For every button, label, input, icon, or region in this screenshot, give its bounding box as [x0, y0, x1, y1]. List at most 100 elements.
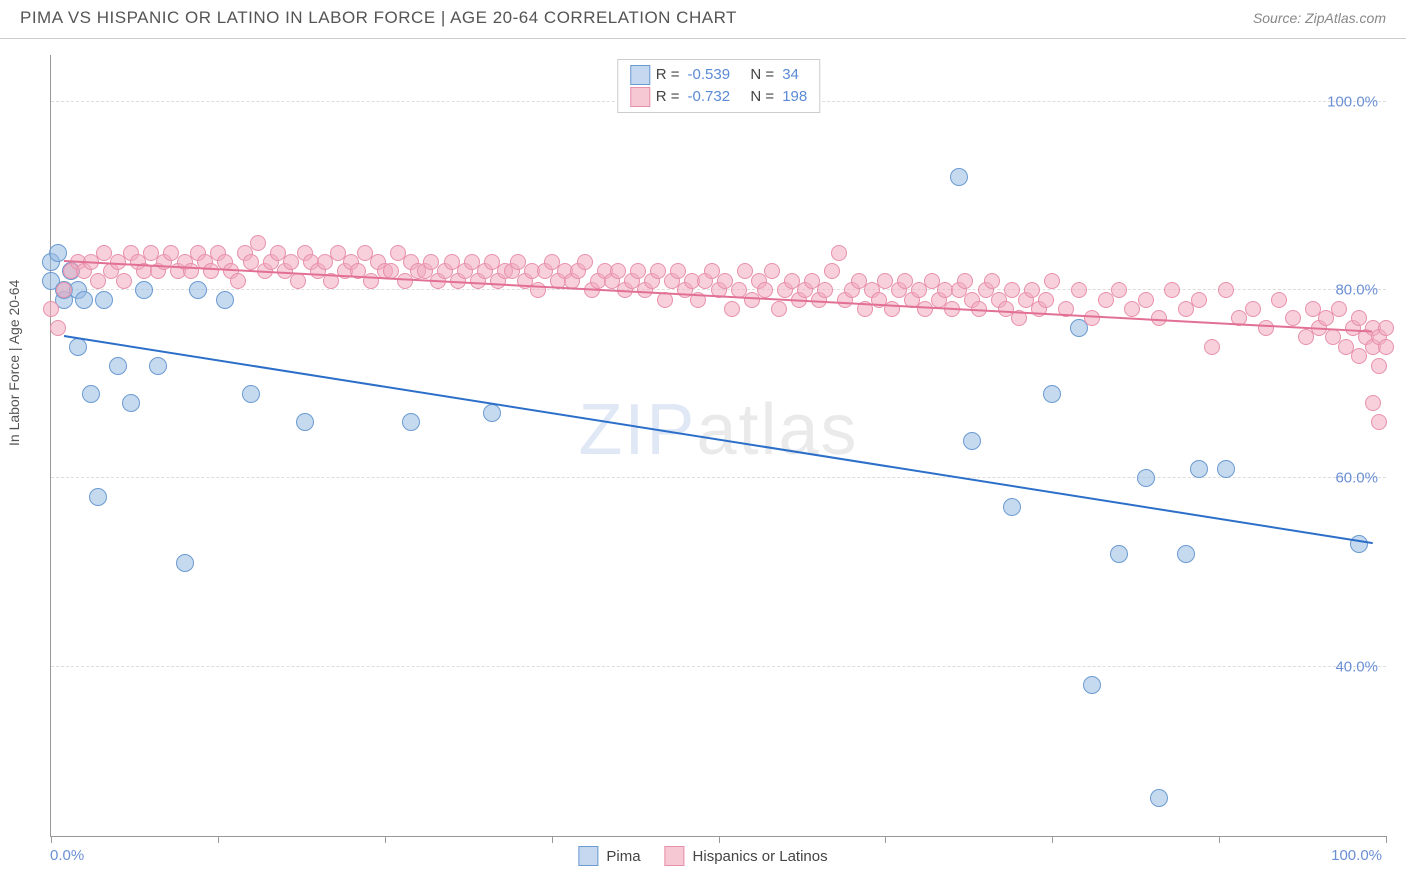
data-point-hispanic — [1138, 292, 1154, 308]
data-point-hispanic — [1245, 301, 1261, 317]
data-point-hispanic — [577, 254, 593, 270]
data-point-hispanic — [290, 273, 306, 289]
data-point-hispanic — [50, 320, 66, 336]
data-point-hispanic — [116, 273, 132, 289]
data-point-pima — [69, 338, 87, 356]
legend-n-label: N = — [750, 64, 774, 86]
data-point-hispanic — [1331, 301, 1347, 317]
gridline-h — [51, 666, 1386, 667]
y-tick-label: 100.0% — [1327, 94, 1378, 111]
data-point-pima — [89, 488, 107, 506]
data-point-pima — [49, 244, 67, 262]
data-point-pima — [109, 357, 127, 375]
x-tick — [1219, 836, 1220, 843]
data-point-pima — [1083, 676, 1101, 694]
chart-title: PIMA VS HISPANIC OR LATINO IN LABOR FORC… — [20, 8, 737, 28]
legend-n-value-pima: 34 — [782, 64, 799, 86]
series-legend-item-pima: Pima — [578, 846, 640, 866]
watermark: ZIPatlas — [578, 389, 858, 471]
data-point-pima — [402, 413, 420, 431]
data-point-hispanic — [724, 301, 740, 317]
data-point-pima — [1150, 789, 1168, 807]
legend-n-label: N = — [750, 86, 774, 108]
data-point-hispanic — [831, 245, 847, 261]
series-swatch-pima — [578, 846, 598, 866]
series-label-hispanic: Hispanics or Latinos — [693, 848, 828, 865]
data-point-hispanic — [957, 273, 973, 289]
data-point-hispanic — [250, 235, 266, 251]
data-point-pima — [242, 385, 260, 403]
correlation-legend: R = -0.539 N = 34 R = -0.732 N = 198 — [617, 59, 820, 113]
gridline-h — [51, 477, 1386, 478]
data-point-pima — [75, 291, 93, 309]
data-point-pima — [95, 291, 113, 309]
data-point-pima — [1110, 545, 1128, 563]
data-point-hispanic — [764, 263, 780, 279]
data-point-pima — [1190, 460, 1208, 478]
data-point-hispanic — [1271, 292, 1287, 308]
data-point-pima — [963, 432, 981, 450]
legend-r-label: R = — [656, 86, 680, 108]
chart-source: Source: ZipAtlas.com — [1253, 10, 1386, 26]
legend-swatch-hispanic — [630, 87, 650, 107]
data-point-hispanic — [1071, 282, 1087, 298]
legend-row-pima: R = -0.539 N = 34 — [630, 64, 807, 86]
series-swatch-hispanic — [665, 846, 685, 866]
data-point-hispanic — [1191, 292, 1207, 308]
legend-r-label: R = — [656, 64, 680, 86]
data-point-hispanic — [1044, 273, 1060, 289]
x-axis-min-label: 0.0% — [50, 847, 84, 864]
trend-line-pima — [64, 335, 1373, 544]
data-point-hispanic — [1365, 395, 1381, 411]
chart-header: PIMA VS HISPANIC OR LATINO IN LABOR FORC… — [0, 0, 1406, 39]
data-point-hispanic — [1378, 339, 1394, 355]
data-point-hispanic — [230, 273, 246, 289]
plot-region: ZIPatlas R = -0.539 N = 34 R = -0.732 N … — [50, 55, 1386, 837]
data-point-hispanic — [1258, 320, 1274, 336]
x-tick — [885, 836, 886, 843]
chart-plot-area: ZIPatlas R = -0.539 N = 34 R = -0.732 N … — [50, 55, 1386, 837]
data-point-hispanic — [1371, 414, 1387, 430]
data-point-pima — [135, 281, 153, 299]
data-point-pima — [296, 413, 314, 431]
data-point-hispanic — [1371, 358, 1387, 374]
y-tick-label: 60.0% — [1335, 470, 1378, 487]
data-point-pima — [1217, 460, 1235, 478]
legend-row-hispanic: R = -0.732 N = 198 — [630, 86, 807, 108]
series-legend-item-hispanic: Hispanics or Latinos — [665, 846, 828, 866]
data-point-hispanic — [1111, 282, 1127, 298]
data-point-pima — [1003, 498, 1021, 516]
data-point-hispanic — [1378, 320, 1394, 336]
data-point-hispanic — [817, 282, 833, 298]
data-point-pima — [189, 281, 207, 299]
data-point-hispanic — [1038, 292, 1054, 308]
legend-r-value-hispanic: -0.732 — [688, 86, 731, 108]
x-tick — [552, 836, 553, 843]
data-point-pima — [483, 404, 501, 422]
x-tick — [1386, 836, 1387, 843]
x-tick — [719, 836, 720, 843]
data-point-hispanic — [757, 282, 773, 298]
data-point-hispanic — [984, 273, 1000, 289]
series-label-pima: Pima — [606, 848, 640, 865]
data-point-hispanic — [824, 263, 840, 279]
y-axis-title: In Labor Force | Age 20-64 — [6, 280, 22, 446]
data-point-pima — [1137, 469, 1155, 487]
data-point-pima — [216, 291, 234, 309]
legend-swatch-pima — [630, 65, 650, 85]
data-point-hispanic — [1285, 310, 1301, 326]
data-point-pima — [149, 357, 167, 375]
data-point-pima — [950, 168, 968, 186]
data-point-hispanic — [1164, 282, 1180, 298]
x-tick — [218, 836, 219, 843]
data-point-hispanic — [43, 301, 59, 317]
x-tick — [385, 836, 386, 843]
data-point-hispanic — [56, 282, 72, 298]
y-tick-label: 40.0% — [1335, 658, 1378, 675]
data-point-pima — [176, 554, 194, 572]
data-point-pima — [1043, 385, 1061, 403]
y-tick-label: 80.0% — [1335, 282, 1378, 299]
data-point-hispanic — [1084, 310, 1100, 326]
data-point-hispanic — [1204, 339, 1220, 355]
legend-r-value-pima: -0.539 — [688, 64, 731, 86]
